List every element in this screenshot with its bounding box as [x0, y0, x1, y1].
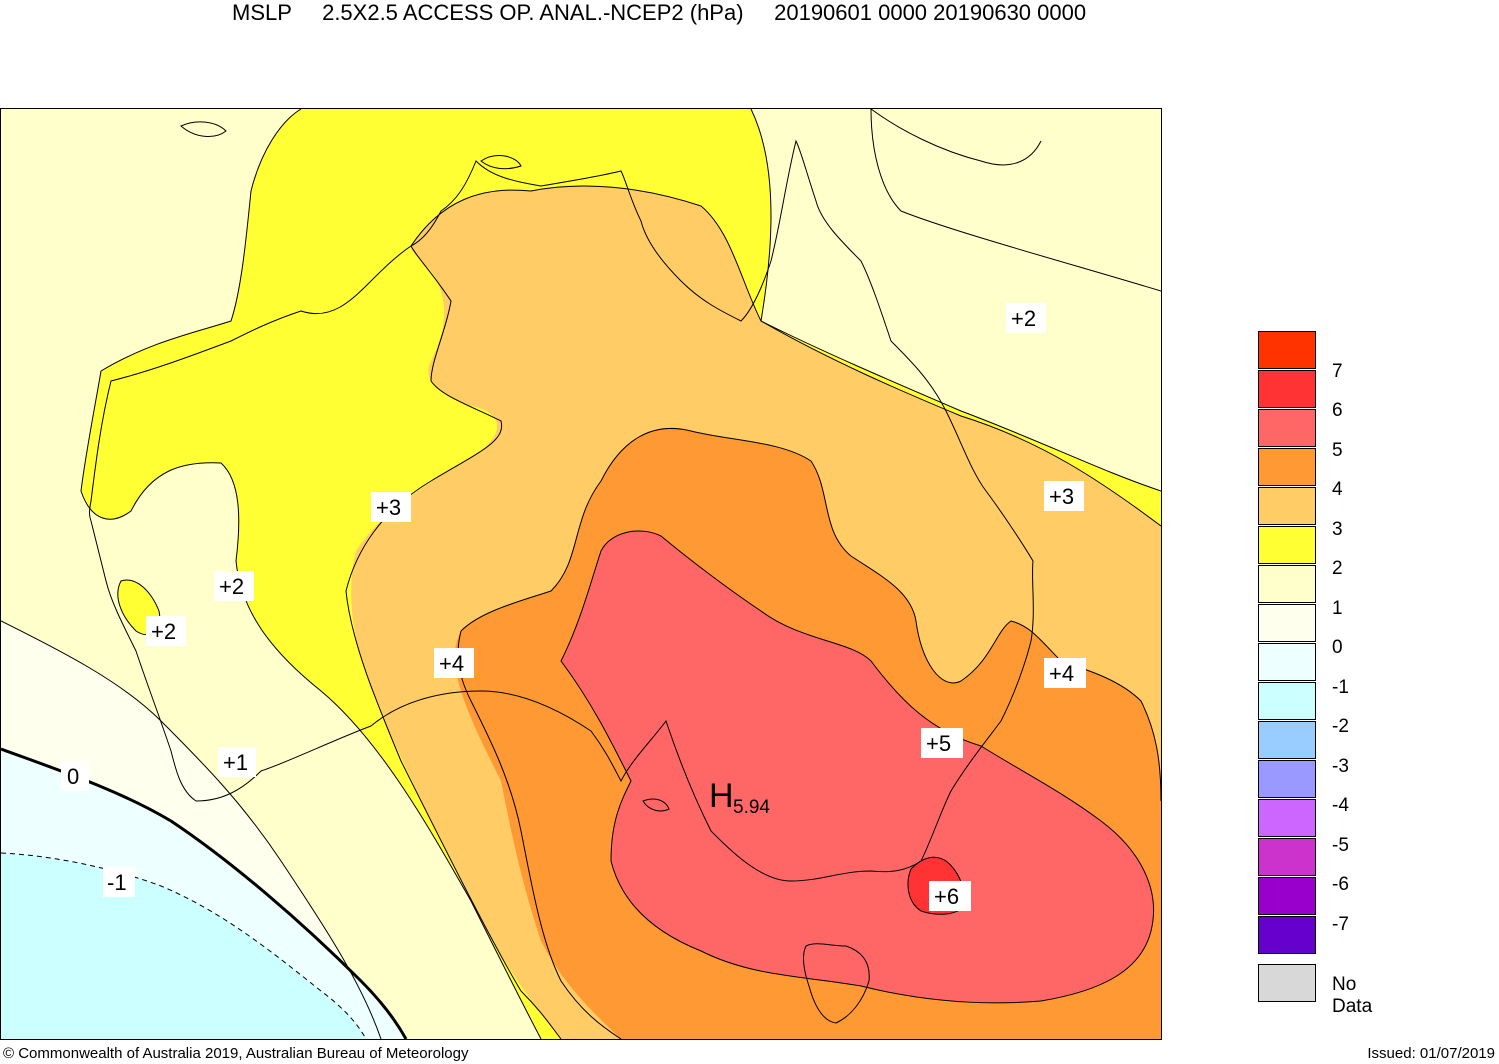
legend-swatch	[1258, 331, 1316, 369]
legend-swatch	[1258, 448, 1316, 486]
legend-swatch	[1258, 526, 1316, 564]
legend-swatch	[1258, 877, 1316, 915]
legend-swatch	[1258, 799, 1316, 837]
title-product: 2.5X2.5 ACCESS OP. ANAL.-NCEP2 (hPa)	[322, 0, 744, 25]
contour-label: +2	[151, 619, 176, 644]
contour-label: +4	[439, 651, 464, 676]
legend-label: 3	[1332, 519, 1343, 540]
coastline	[89, 109, 1042, 1024]
legend-swatch	[1258, 487, 1316, 525]
legend-label: -4	[1332, 795, 1349, 816]
legend-swatch	[1258, 604, 1316, 642]
negative-contour	[1, 852, 367, 1039]
band-neg2-neg1	[1, 853, 366, 1039]
contour-label: +2	[219, 574, 244, 599]
legend-label: 7	[1332, 361, 1343, 382]
legend-label: -3	[1332, 756, 1349, 777]
legend-swatch	[1258, 721, 1316, 759]
legend-label: -1	[1332, 677, 1349, 698]
legend-label: 0	[1332, 637, 1343, 658]
chart-title: MSLP 2.5X2.5 ACCESS OP. ANAL.-NCEP2 (hPa…	[232, 0, 1086, 26]
contour-label: +6	[934, 884, 959, 909]
contour-label: +5	[926, 731, 951, 756]
contour-label: 0	[67, 764, 79, 789]
legend-label: -7	[1332, 914, 1349, 935]
legend-label: -6	[1332, 874, 1349, 895]
legend-label: 4	[1332, 479, 1343, 500]
title-period: 20190601 0000 20190630 0000	[774, 0, 1087, 25]
band-1-2-northeast	[780, 109, 1161, 371]
anomaly-map: +2 +3 +2 +2 +4 +1 0 -1 +3 +4 +5 +6 H 5	[1, 109, 1161, 1039]
band-5-6	[561, 531, 1154, 1003]
contour-label: +3	[376, 495, 401, 520]
contour-label-group: +2 +3 +2 +2 +4 +1 0 -1 +3 +4 +5 +6	[61, 303, 1086, 911]
legend-swatch	[1258, 643, 1316, 681]
legend-swatch	[1258, 370, 1316, 408]
high-pressure-value: 5.94	[733, 797, 770, 818]
legend-label: -5	[1332, 835, 1349, 856]
copyright-notice: © Commonwealth of Australia 2019, Austra…	[3, 1045, 469, 1062]
legend-label: -2	[1332, 716, 1349, 737]
issued-date: Issued: 01/07/2019	[1367, 1045, 1495, 1062]
legend-label: 5	[1332, 440, 1343, 461]
legend-swatch	[1258, 682, 1316, 720]
legend-swatch	[1258, 838, 1316, 876]
legend-swatch	[1258, 760, 1316, 798]
high-pressure-marker: H	[709, 777, 734, 815]
contour-label: +4	[1049, 661, 1074, 686]
legend-swatch	[1258, 565, 1316, 603]
legend-label: 6	[1332, 400, 1343, 421]
contour-label: +2	[1011, 306, 1036, 331]
legend-label-no-data: No Data	[1332, 974, 1373, 1017]
title-variable: MSLP	[232, 0, 292, 25]
legend-swatch	[1258, 916, 1316, 954]
contour-label: -1	[107, 870, 127, 895]
legend-swatch-no-data	[1258, 964, 1316, 1002]
legend-swatch	[1258, 409, 1316, 447]
contour-label: +3	[1049, 484, 1074, 509]
legend-label: 1	[1332, 598, 1343, 619]
legend-label: 2	[1332, 558, 1343, 579]
contour-label: +1	[223, 750, 248, 775]
map-panel: +2 +3 +2 +2 +4 +1 0 -1 +3 +4 +5 +6 H 5	[0, 108, 1162, 1040]
